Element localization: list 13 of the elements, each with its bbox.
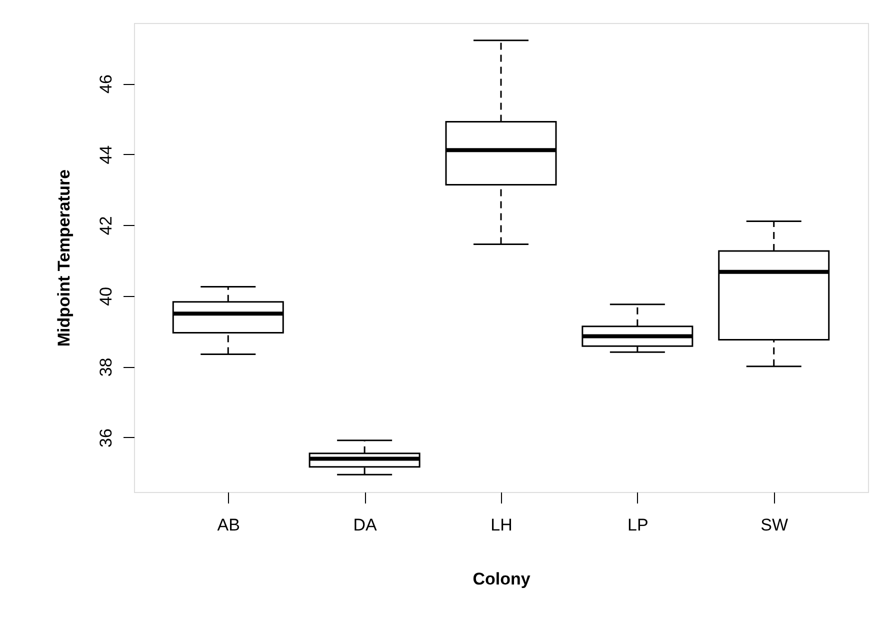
x-tick-label: LP — [628, 516, 648, 534]
x-axis-title: Colony — [472, 570, 531, 588]
y-tick-label: 40 — [96, 286, 116, 306]
x-tick-label: DA — [353, 516, 378, 534]
x-tick-label: SW — [760, 516, 788, 534]
y-tick-label: 42 — [96, 216, 116, 236]
y-tick-label: 44 — [96, 145, 116, 164]
y-tick-label: 36 — [96, 428, 116, 448]
x-tick-label: AB — [217, 516, 240, 534]
x-tick-label: LH — [490, 516, 512, 534]
y-tick-label: 46 — [96, 74, 116, 94]
y-axis-title: Midpoint Temperature — [54, 169, 74, 347]
y-tick-label: 38 — [96, 358, 116, 377]
